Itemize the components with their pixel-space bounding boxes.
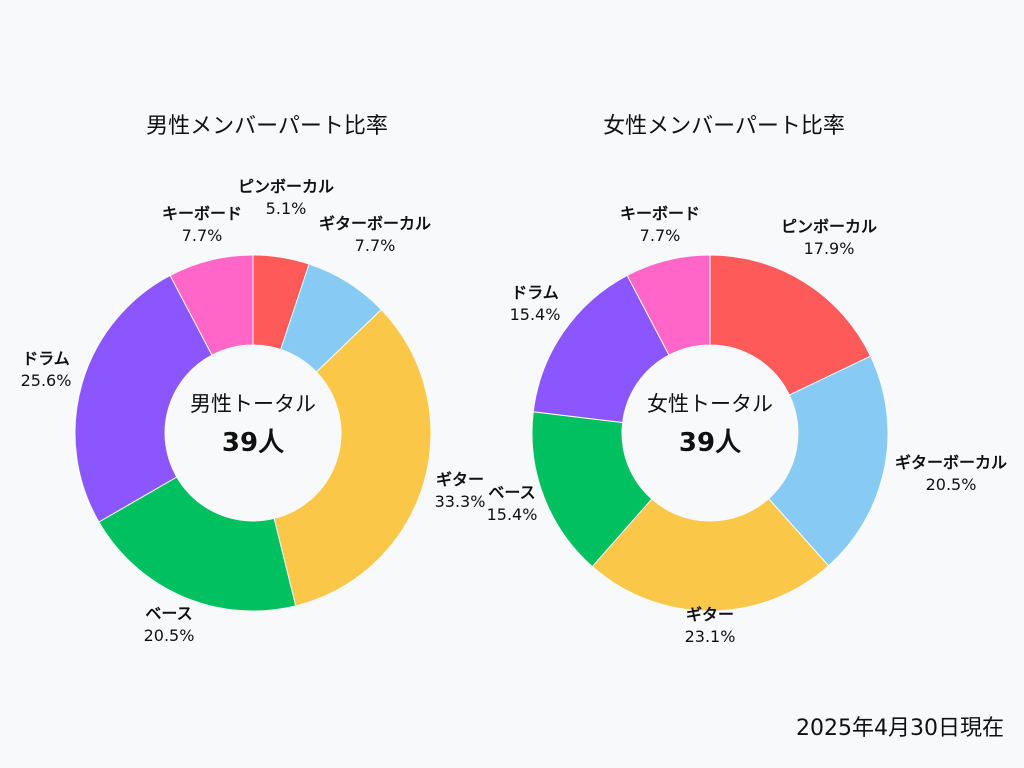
- as-of-date: 2025年4月30日現在: [796, 716, 1004, 741]
- slice-percent: 7.7%: [640, 226, 681, 245]
- center-label: 女性トータル: [647, 392, 773, 416]
- slice-female-0: [709, 254, 872, 396]
- slice-male-5: [169, 254, 254, 356]
- slice-female-2: [591, 497, 830, 612]
- slice-percent: 33.3%: [435, 492, 486, 511]
- center-total: 39人: [222, 428, 284, 458]
- slice-label: キーボード: [162, 204, 242, 223]
- slice-percent: 7.7%: [182, 226, 223, 245]
- slice-label: ベース: [488, 483, 535, 502]
- slice-female-1: [767, 355, 889, 567]
- slice-percent: 23.1%: [685, 627, 736, 646]
- slice-percent: 17.9%: [804, 239, 855, 258]
- slice-male-4: [74, 274, 213, 523]
- slice-label: ドラム: [511, 283, 559, 302]
- slice-label: ドラム: [22, 349, 70, 368]
- slice-percent: 25.6%: [21, 371, 72, 390]
- slice-female-4: [532, 274, 670, 424]
- slice-label: ピンボーカル: [781, 217, 877, 236]
- slice-percent: 20.5%: [926, 475, 977, 494]
- slice-female-5: [626, 254, 711, 356]
- slice-percent: 20.5%: [144, 626, 195, 645]
- center-total: 39人: [679, 428, 741, 458]
- slice-label: ギターボーカル: [895, 453, 1007, 472]
- slice-label: ギターボーカル: [319, 214, 431, 233]
- slice-label: キーボード: [620, 204, 700, 223]
- slice-percent: 7.7%: [355, 236, 396, 255]
- slice-label: ギター: [436, 470, 484, 489]
- slice-percent: 15.4%: [510, 305, 561, 324]
- slice-male-2: [273, 308, 432, 607]
- slice-male-3: [98, 476, 297, 612]
- slice-label: ギター: [686, 605, 734, 624]
- slice-female-3: [531, 411, 653, 568]
- center-label: 男性トータル: [190, 392, 316, 416]
- chart-title: 男性メンバーパート比率: [146, 114, 388, 139]
- chart-title: 女性メンバーパート比率: [603, 114, 845, 139]
- slice-label: ベース: [145, 604, 192, 623]
- slice-label: ピンボーカル: [238, 177, 334, 196]
- slice-percent: 5.1%: [266, 199, 307, 218]
- slice-percent: 15.4%: [487, 505, 538, 524]
